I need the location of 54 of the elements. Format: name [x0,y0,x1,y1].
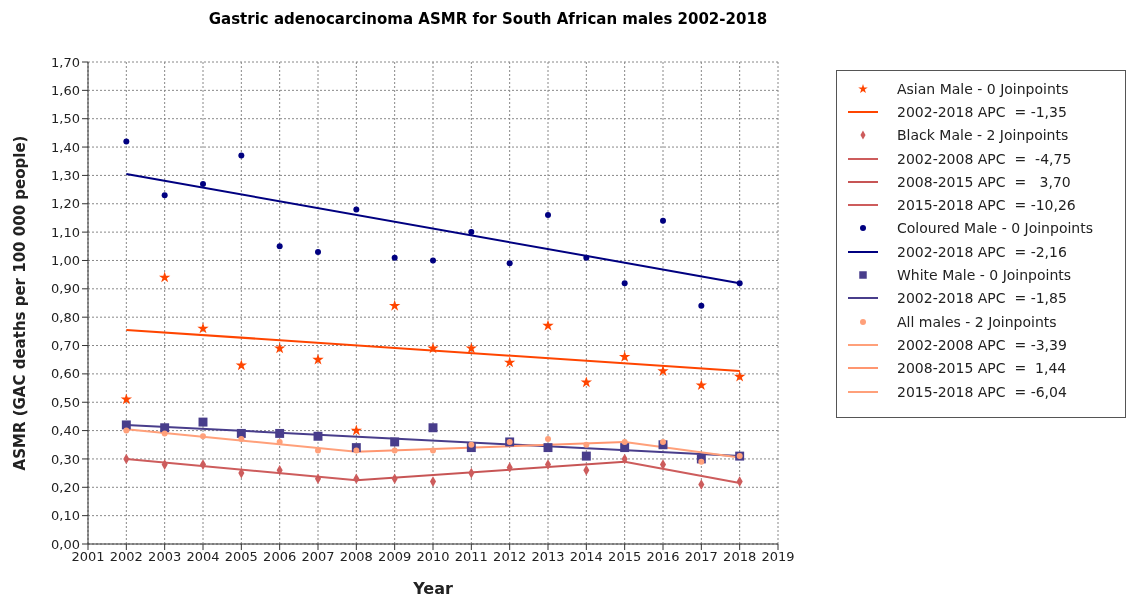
x-tick-label: 2014 [569,549,603,565]
x-tick-label: 2006 [263,549,297,565]
x-tick-label: 2018 [723,549,757,565]
y-tick-label: 1,50 [51,111,80,127]
legend-label: 2002-2018 APC = -1,35 [897,103,1067,120]
y-tick-label: 0,10 [51,508,80,524]
legend-label: Asian Male - 0 Joinpoints [897,80,1069,97]
y-axis-title: ASMR (GAC deaths per 100 000 people) [11,135,30,471]
y-tick-label: 0,00 [51,536,80,552]
x-tick-label: 2001 [71,549,105,565]
y-tick-label: 0,40 [51,423,80,439]
y-tick-label: 1,00 [51,253,80,269]
legend-label: 2008-2015 APC = 1,44 [897,360,1067,377]
x-axis-title: Year [412,579,453,598]
chart-title: Gastric adenocarcinoma ASMR for South African males 2002-2018 [207,10,769,28]
y-tick-label: 1,40 [51,139,80,155]
x-tick-label: 2016 [646,549,680,565]
y-tick-label: 0,20 [51,479,80,495]
legend-label: 2002-2008 APC = -4,75 [897,150,1072,167]
x-tick-label: 2013 [531,549,565,565]
x-tick-label: 2009 [378,549,412,565]
legend-label: 2015-2018 APC = -6,04 [897,383,1067,400]
legend-label: 2002-2018 APC = -1,85 [897,290,1067,307]
y-tick-label: 0,30 [51,451,80,467]
y-tick-label: 1,60 [51,82,80,98]
y-tick-label: 0,80 [51,309,80,325]
x-tick-label: 2003 [148,549,182,565]
x-tick-label: 2012 [493,549,527,565]
y-tick-label: 1,20 [51,196,80,212]
legend-label: 2015-2018 APC = -10,26 [897,197,1076,214]
x-tick-label: 2005 [224,549,258,565]
y-tick-label: 0,70 [51,338,80,354]
legend-label: Black Male - 2 Joinpoints [897,127,1069,144]
legend-label: 2008-2015 APC = 3,70 [897,173,1071,190]
legend-label: Coloured Male - 0 Joinpoints [897,220,1093,237]
x-tick-label: 2004 [186,549,220,565]
x-tick-label: 2015 [608,549,642,565]
x-tick-label: 2007 [301,549,335,565]
x-tick-label: 2008 [339,549,373,565]
y-tick-label: 1,30 [51,168,80,184]
y-tick-label: 0,90 [51,281,80,297]
y-tick-label: 0,60 [51,366,80,382]
x-tick-label: 2019 [761,549,795,565]
y-tick-label: 0,50 [51,394,80,410]
legend-label: All males - 2 Joinpoints [897,313,1057,330]
y-tick-label: 1,10 [51,224,80,240]
legend-label: 2002-2008 APC = -3,39 [897,336,1067,353]
x-tick-label: 2010 [416,549,450,565]
x-tick-label: 2011 [454,549,488,565]
legend-label: White Male - 0 Joinpoints [897,267,1072,284]
x-tick-label: 2017 [684,549,718,565]
y-tick-label: 1,70 [51,54,80,70]
legend-label: 2002-2018 APC = -2,16 [897,243,1067,260]
x-tick-label: 2002 [109,549,143,565]
